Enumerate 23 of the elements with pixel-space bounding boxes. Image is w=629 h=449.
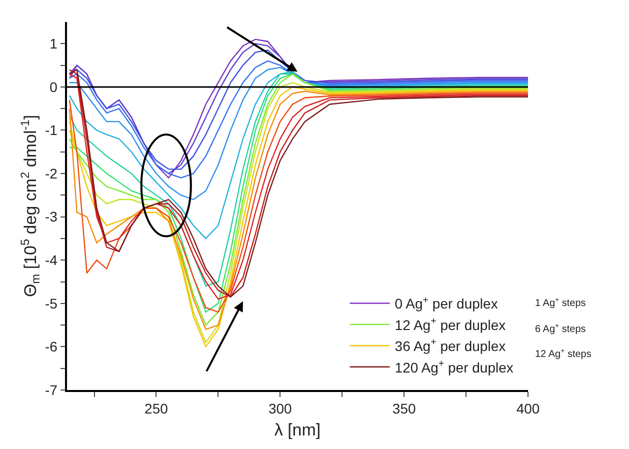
- y-tick-label: 0: [50, 78, 58, 95]
- legend-label: 0 Ag$^{+}$ per duplex: [394, 294, 498, 312]
- legend-label: 120 Ag$^{+}$ per duplex: [394, 358, 514, 376]
- x-axis-title: λ [nm]: [274, 420, 321, 440]
- x-tick-label: 300: [268, 400, 292, 417]
- y-tick-label: -7: [44, 382, 58, 398]
- y-tick-label: -4: [44, 252, 58, 268]
- text: 12 Ag$^{+}$ steps: [535, 348, 592, 360]
- line-series: [68, 66, 528, 200]
- legend-label: 36 Ag$^{+}$ per duplex: [394, 337, 506, 354]
- text: 6 Ag$^{+}$ steps: [535, 323, 586, 336]
- x-tick-label: 400: [516, 400, 540, 417]
- legend-label: 12 Ag$^{+}$ per duplex: [394, 316, 506, 333]
- y-tick-label: -5: [44, 295, 58, 312]
- y-tick-label: -6: [44, 338, 58, 355]
- y-tick-label: -2: [44, 165, 58, 182]
- x-tick-label: 350: [392, 400, 416, 417]
- text: 1 Ag$^{+}$ steps: [535, 297, 586, 310]
- y-tick-label: 1: [50, 36, 58, 52]
- y-tick-label: -3: [44, 208, 58, 225]
- x-tick-label: 250: [144, 400, 168, 417]
- line-series: [68, 73, 528, 240]
- y-tick-label: -1: [44, 122, 58, 138]
